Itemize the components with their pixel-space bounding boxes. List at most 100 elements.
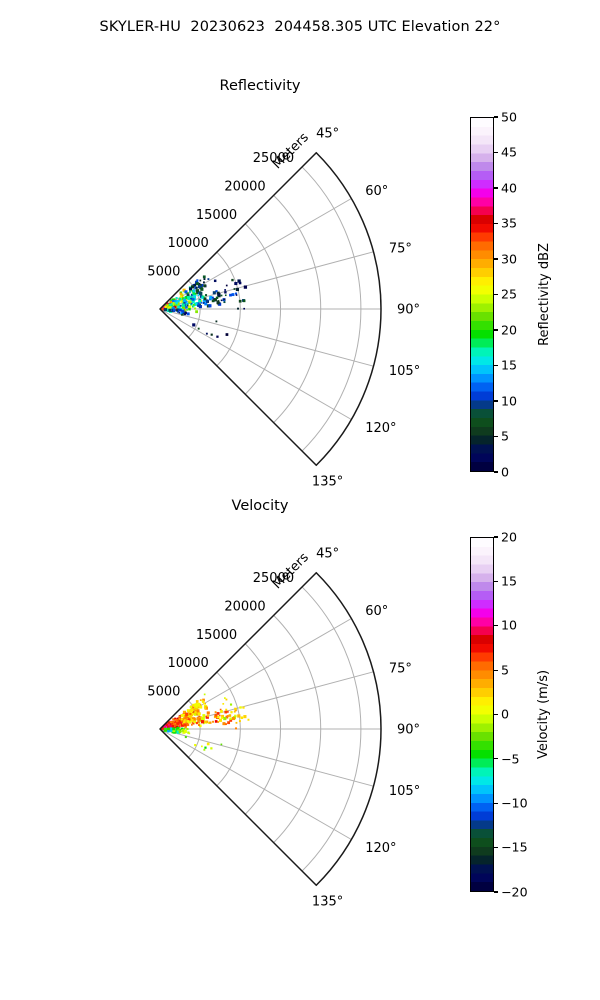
echo-cell: [217, 721, 220, 723]
angular-tick-label: 105°: [389, 364, 420, 379]
polar-gridlines: [159, 586, 381, 872]
echo-cell: [186, 723, 190, 727]
echo-cell: [184, 725, 187, 729]
echo-cell: [174, 725, 177, 728]
echo-cell: [178, 720, 182, 724]
echo-cell: [187, 731, 190, 734]
echo-cell: [223, 716, 227, 721]
radial-tick-label: 15000: [196, 628, 237, 643]
echo-cell: [178, 297, 182, 301]
radial-tick-label: 5000: [147, 265, 180, 280]
echo-cell: [206, 711, 210, 715]
echo-cell: [163, 725, 166, 728]
polar-plot-velocity[interactable]: 45° 60° 75° 90° 105° 120° 135° 5000 10000 15000 20…: [40, 508, 440, 908]
echo-cell: [191, 712, 194, 715]
echo-cell: [164, 727, 167, 731]
echo-cell: [176, 300, 180, 303]
echo-cell: [199, 279, 202, 282]
colorbar-tick-label: 25: [501, 286, 518, 302]
echo-cell: [238, 720, 241, 723]
echo-cell: [194, 307, 197, 310]
echo-cell: [193, 283, 197, 287]
colorbar-tick-line: [494, 400, 498, 402]
echo-cell: [216, 335, 219, 338]
echo-cell: [247, 718, 250, 721]
echo-cell: [213, 715, 217, 719]
echo-cell: [202, 301, 206, 305]
echo-cell: [184, 311, 187, 315]
echo-cell: [201, 296, 204, 299]
echo-cell: [185, 715, 188, 718]
echo-cell: [189, 295, 192, 298]
echo-cell: [203, 693, 206, 696]
echo-region-north-blob: [187, 693, 207, 713]
echo-cell: [186, 309, 188, 311]
echo-cell: [186, 722, 189, 725]
echo-cell: [201, 745, 203, 748]
radial-tick-label: 20000: [224, 599, 265, 614]
echo-cell: [179, 304, 182, 307]
colorbar-velocity: −20 −15 −10 −5 0 5 10 15 20 Velocity (m/s): [470, 531, 590, 898]
echo-cell: [242, 299, 246, 303]
echo-cell: [212, 291, 216, 295]
echo-region-east-finger: [200, 706, 244, 726]
angular-tick-label: 135°: [312, 895, 343, 908]
echo-cell: [204, 702, 207, 705]
echo-cell: [185, 719, 188, 721]
angular-tick-label: 45°: [316, 126, 339, 141]
echo-cell: [167, 302, 170, 306]
echo-cell: [225, 284, 228, 287]
echo-cell: [217, 293, 221, 297]
echo-cell: [196, 279, 199, 282]
echo-cell: [233, 288, 236, 290]
echo-region-far-speckle: [213, 278, 248, 310]
echo-cell: [200, 720, 205, 724]
echo-cell: [199, 291, 203, 295]
echo-cell: [190, 302, 193, 305]
echo-cell: [233, 710, 236, 713]
echo-cell: [216, 715, 220, 719]
colorbar-tick-label: −10: [501, 795, 528, 811]
radial-tick-label: 20000: [224, 179, 265, 194]
echo-cell: [186, 304, 189, 307]
echo-cell: [193, 294, 197, 298]
echo-cell: [212, 720, 214, 723]
echo-cell: [225, 715, 229, 719]
echo-region-bright-core: [160, 302, 175, 311]
echo-cell: [195, 700, 199, 703]
echo-cell: [170, 300, 173, 303]
echo-cell: [221, 714, 225, 718]
colorbar-tick-line: [494, 471, 498, 473]
colorbar-tick-label: 40: [501, 180, 518, 196]
echo-cell: [169, 728, 173, 732]
echo-cell: [193, 720, 197, 724]
echo-cell: [205, 299, 209, 303]
echo-cell: [198, 724, 202, 728]
echo-cell: [242, 706, 245, 709]
colorbar-tick-line: [494, 669, 498, 671]
echo-cell: [234, 707, 237, 711]
echo-cell: [202, 275, 206, 279]
echo-cell: [229, 718, 233, 722]
panel-velocity: Velocity 45° 60° 75° 90° 105° 120° 135° 5000 100…: [0, 480, 600, 920]
echo-cell: [169, 301, 172, 303]
echo-cell: [194, 703, 198, 707]
echo-cell: [199, 699, 202, 702]
echo-cell: [176, 309, 178, 312]
colorbar-label-velocity: Velocity (m/s): [534, 537, 554, 892]
echo-cell: [200, 286, 203, 289]
echo-cell: [186, 302, 189, 305]
echo-cell: [237, 279, 241, 283]
echo-cell: [230, 711, 233, 714]
echo-cell: [210, 747, 213, 750]
echo-cell: [226, 710, 229, 713]
echo-cell: [217, 300, 220, 303]
echo-cell: [209, 721, 212, 724]
echo-cell: [194, 713, 197, 716]
echo-cell: [195, 705, 198, 709]
echo-cell: [197, 327, 200, 330]
polar-plot-reflectivity[interactable]: 45° 60° 75° 90° 105° 120° 135° 5000 10000 15000 20…: [40, 88, 440, 488]
colorbar-ticks-reflectivity: 0 5 10 15 20 25 30 35 40 45 50: [494, 111, 590, 478]
echo-cell: [174, 717, 177, 720]
echo-cell: [190, 718, 194, 722]
